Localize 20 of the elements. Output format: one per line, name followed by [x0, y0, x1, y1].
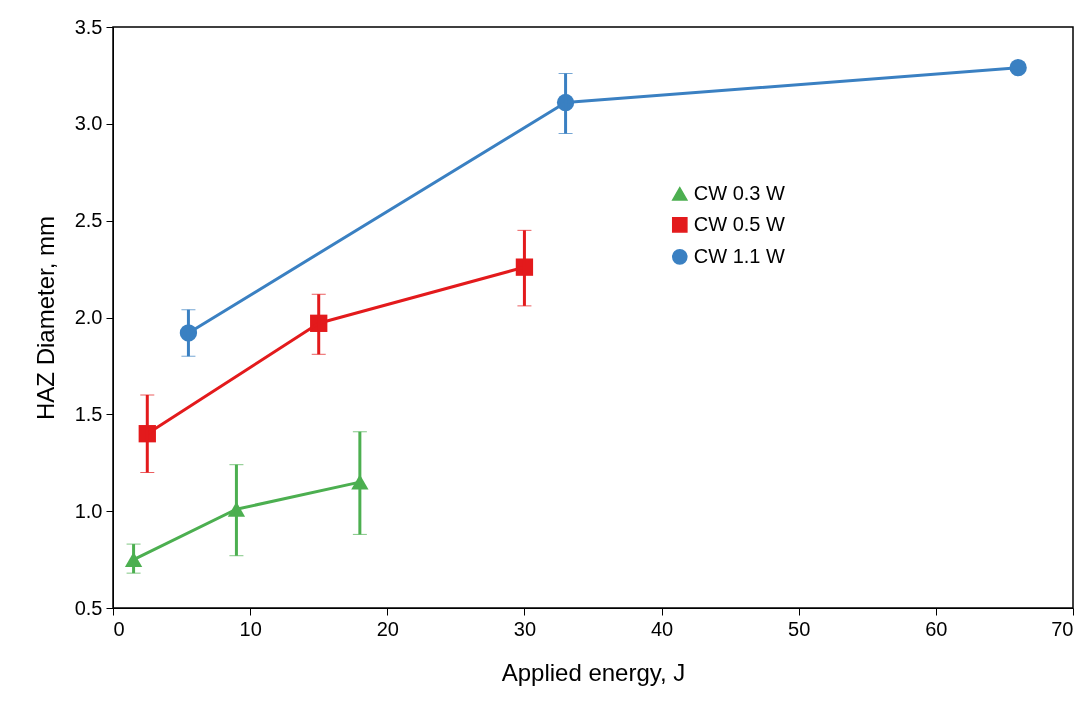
y-axis-title: HAZ Diameter, mm — [31, 215, 59, 421]
y-tick-label: 1.0 — [74, 499, 103, 522]
x-tick-label: 60 — [925, 617, 948, 640]
legend-label: CW 0.5 W — [693, 212, 786, 235]
x-tick-label: 20 — [376, 617, 399, 640]
x-tick-label: 0 — [113, 617, 125, 640]
y-tick-label: 2.5 — [74, 209, 103, 232]
y-tick-label: 1.5 — [74, 402, 103, 425]
x-tick-label: 30 — [513, 617, 537, 640]
y-tick-label: 3.0 — [74, 112, 103, 135]
y-tick-label: 0.5 — [74, 596, 103, 619]
legend-label: CW 0.3 W — [693, 181, 786, 204]
y-tick-label: 3.5 — [74, 15, 103, 38]
x-tick-label: 10 — [239, 617, 262, 640]
legend-label: CW 1.1 W — [693, 244, 786, 267]
x-axis-title: Applied energy, J — [501, 658, 686, 686]
x-tick-label: 70 — [1051, 617, 1074, 640]
y-tick-label: 2.0 — [74, 306, 103, 328]
x-tick-label: 50 — [788, 617, 811, 640]
x-tick-label: 40 — [650, 617, 674, 640]
